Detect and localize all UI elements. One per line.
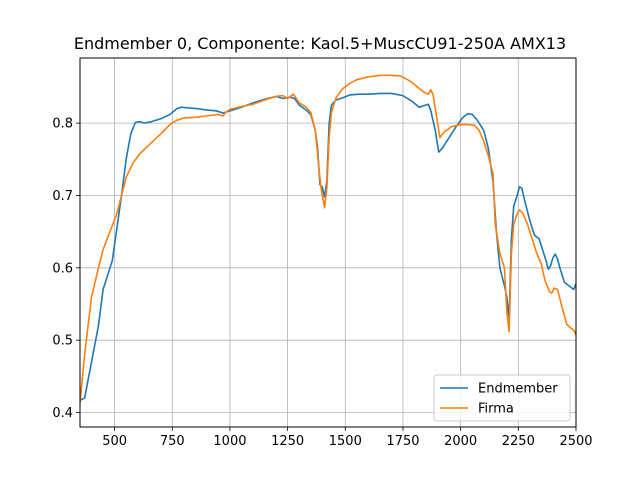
x-tick-label: 500 [102, 434, 127, 449]
x-tick-label: 2250 [502, 434, 535, 449]
x-tick-label: 1750 [386, 434, 419, 449]
series-line-endmember [80, 92, 576, 401]
plot-frame [79, 57, 577, 428]
y-tick-label: 0.6 [52, 261, 73, 276]
y-tick-label: 0.7 [52, 189, 73, 204]
y-tick-label: 0.4 [52, 406, 73, 421]
x-tick-label: 2000 [444, 434, 477, 449]
y-tick-label: 0.8 [52, 117, 73, 132]
x-tick-label: 1250 [271, 434, 304, 449]
legend-label: Firma [478, 402, 514, 417]
legend-box [433, 374, 571, 422]
y-axis: 0.4 0.5 0.6 0.7 0.8 [52, 117, 80, 421]
series-layer [80, 74, 576, 404]
x-tick-label: 2500 [559, 434, 592, 449]
y-tick-label: 0.5 [52, 334, 73, 349]
x-axis: 500 750 1000 1250 1500 1750 2000 2250 2500 [102, 427, 593, 449]
series-line-firma [80, 74, 576, 404]
x-tick-label: 1500 [329, 434, 362, 449]
x-tick-label: 1000 [213, 434, 246, 449]
legend: Endmember Firma [433, 374, 571, 422]
x-tick-label: 750 [160, 434, 185, 449]
legend-label: Endmember [478, 382, 558, 397]
chart-title: Endmember 0, Componente: Kaol.5+MuscCU91… [74, 34, 566, 53]
